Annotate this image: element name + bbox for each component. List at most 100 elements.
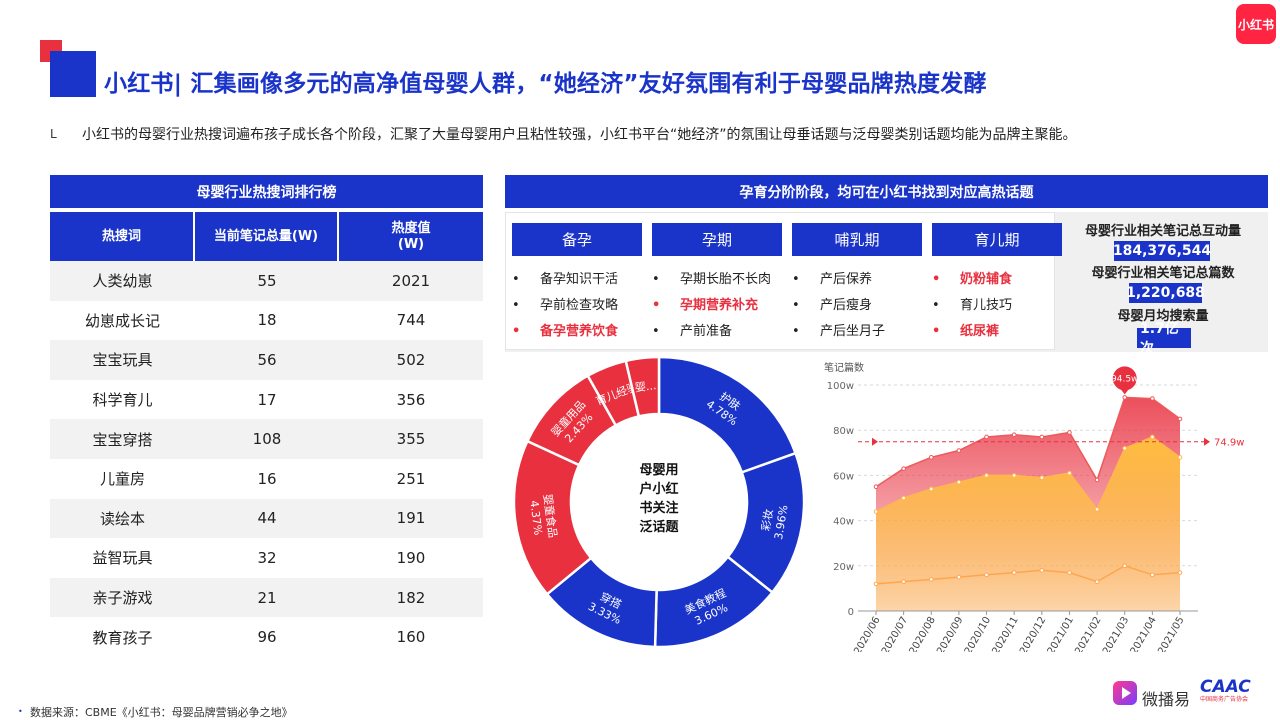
note-count-cell: 96 [257,628,277,647]
stage-topic: 育儿技巧 [932,297,1072,323]
x-tick-label: 2020/06 [852,615,882,652]
column-header: 热度值 (W) [339,212,483,261]
topic-donut-chart: 护肤4.78%彩妆3.96%美食教程3.60%穿搭3.33%婴童食品4.37%婴… [512,355,806,649]
y-tick-label: 40w [833,517,854,528]
x-tick-label: 2020/08 [908,615,938,652]
heat-value-cell: 502 [396,350,426,369]
x-tick-label: 2020/09 [935,615,965,652]
hot-word-cell: 幼崽成长记 [84,311,160,330]
stage-topic: 产后瘦身 [792,297,932,323]
series-point [1150,396,1155,401]
series-point [1150,572,1155,578]
stat-value: 1.7亿次 [1137,321,1191,357]
ranking-table: 母婴行业热搜词排行榜 热搜词 当前笔记总量(W) 热度值 (W) 人类幼崽 55 20… [50,175,483,657]
stat-label: 母婴月均搜索量 [1117,309,1209,324]
caac-logo-text: CAAC [1200,677,1251,697]
ranking-header-row: 热搜词 当前笔记总量(W) 热度值 (W) [50,212,483,261]
note-count-cell: 55 [257,271,277,290]
hot-word-cell: 益智玩具 [92,549,153,568]
hot-word-cell: 科学育儿 [92,391,153,410]
stage-topic: 产后保养 [792,271,932,297]
ranking-body: 人类幼崽 55 2021 幼崽成长记 18 744 宝宝玩具 56 502 科学育儿 17 356 宝宝… [50,261,483,657]
table-row: 宝宝玩具 56 502 [50,340,483,380]
donut-center-label: 母婴用 [639,462,678,478]
note-count-cell: 17 [257,390,277,409]
table-row: 教育孩子 96 160 [50,617,483,657]
series-point [1011,432,1017,438]
stat-label: 母婴行业相关笔记总互动量 [1084,224,1241,239]
table-row: 读绘本 44 191 [50,498,483,539]
column-header-text: 热度值 (W) [391,220,431,252]
series-point [1177,570,1183,575]
series-point [901,495,906,501]
series-point [873,581,879,587]
hot-word-cell: 读绘本 [99,509,145,528]
bullet-icon: L [50,127,57,141]
stage-topic: 产后坐月子 [792,323,932,349]
table-row: 人类幼崽 55 2021 [50,261,483,301]
stage-topic: 备孕知识干活 [512,271,652,297]
ranking-title: 母婴行业热搜词排行榜 [50,175,483,208]
x-tick-label: 2021/02 [1073,615,1103,652]
page-subtitle: 小红书的母婴行业热搜词遍布孩子成长各个阶段，汇聚了大量母婴用户且粘性较强，小红书… [82,127,1077,143]
donut-hole [573,416,745,588]
heat-value-cell: 356 [396,390,426,409]
donut-slice-value: 3.96% [772,504,791,541]
series-line [875,436,1181,513]
donut-slice-name: 彩妆 [759,508,775,532]
donut-slice [624,355,661,418]
series-point [1067,470,1072,476]
hot-word-cell: 教育孩子 [92,628,153,647]
table-row: 幼崽成长记 18 744 [50,300,483,341]
page-title: 小红书| 汇集画像多元的高净值母婴人群，“她经济”友好氛围有利于母婴品牌热度发酵 [104,71,987,97]
series-point [1122,395,1128,400]
heat-value-cell: 160 [396,628,426,647]
note-count-cell: 18 [257,311,277,330]
x-tick-label: 2020/07 [880,615,910,652]
data-source: 数据来源：CBME《小红书：母婴品牌营销必争之地》 [30,706,293,719]
series-point [1011,473,1017,478]
note-count-cell: 44 [257,509,277,528]
series-point [1094,579,1100,584]
series-point [1177,455,1183,460]
stage-topic: 备孕营养饮食 [512,323,652,349]
donut-slice-name: 婴童食品 [541,493,560,538]
table-row: 益智玩具 32 190 [50,538,483,578]
series-point [901,579,906,584]
x-tick-label: 2020/12 [1018,615,1048,652]
table-row: 宝宝穿搭 108 355 [50,419,483,459]
series-point [1122,445,1128,451]
heat-value-cell: 251 [396,469,426,488]
series-point [1039,568,1045,573]
series-point [1094,507,1100,512]
x-tick-label: 2021/04 [1129,615,1159,652]
series-point [1011,570,1017,575]
x-tick-label: 2020/10 [963,615,993,652]
hot-word-cell: 人类幼崽 [92,272,153,291]
series-point [956,574,962,580]
note-count-cell: 108 [252,430,282,449]
note-count-cell: 21 [257,588,277,607]
series-point [984,434,989,440]
stat-value: 184,376,544 [1112,241,1212,261]
footer-bullet-icon: • [18,707,23,716]
notes-area-chart: 020w40w60w80w100w笔记篇数74.9w94.5w2020/0620… [818,352,1270,652]
donut-center-label: 书关注 [639,500,678,516]
series-point [873,484,879,489]
stages-title: 孕育分阶阶段，均可在小红书找到对应高热话题 [505,175,1268,208]
xiaohongshu-logo: 小红书 [1236,4,1276,44]
peak-marker [1112,366,1137,391]
donut-slice-label: 彩妆3.96% [759,504,791,541]
series-point [1067,430,1072,435]
series-line [875,396,1181,488]
caac-logo-subtext: 中国商务广告协会 [1200,696,1249,703]
donut-center-label: 户小红 [639,481,678,497]
series-point [1094,477,1100,483]
series-point [956,448,962,453]
donut-slice-label: 婴... [634,379,657,394]
series-point [1067,570,1072,575]
stages-panel: 备孕备孕知识干活孕前检查攻略备孕营养饮食孕期孕期长胎不长肉孕期营养补充产前准备哺… [505,212,1268,357]
series-point [1150,434,1155,440]
stage-topic-list: 产后保养产后瘦身产后坐月子 [792,271,932,349]
